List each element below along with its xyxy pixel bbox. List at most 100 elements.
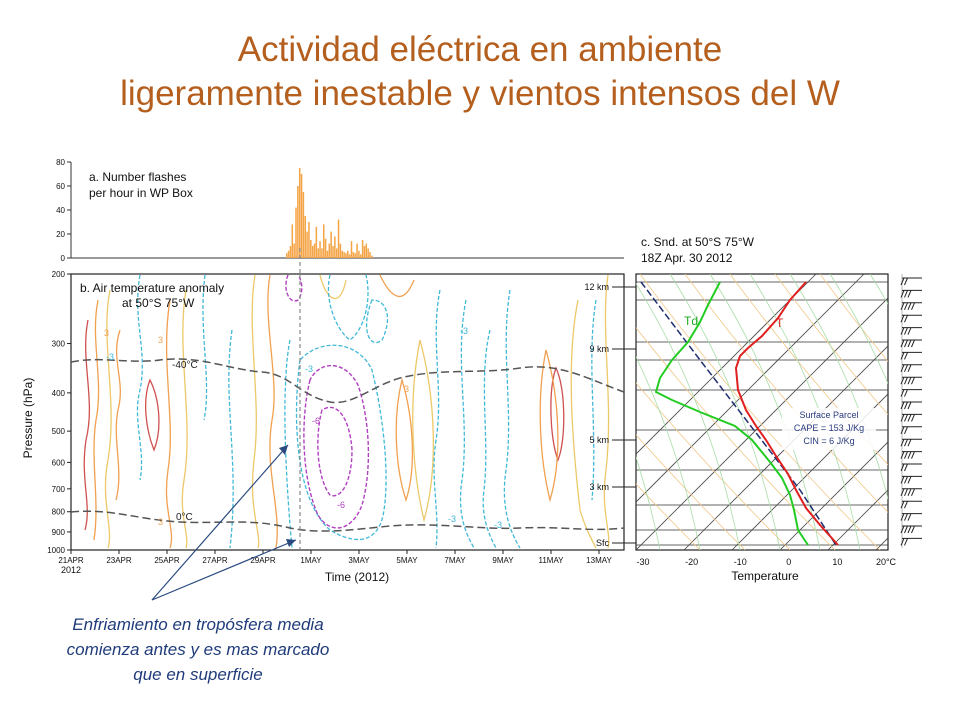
height-label: 12 km <box>584 282 609 292</box>
contour-yellow <box>570 299 597 549</box>
wind-barb-feather <box>907 302 912 310</box>
wind-barb-feather <box>907 339 912 348</box>
temperature-series-label: T <box>776 316 784 330</box>
panel-b-y-tick-label: 400 <box>52 389 66 398</box>
wind-barb-feather <box>900 501 905 509</box>
contour-label: -3 <box>460 326 468 336</box>
contour-cyan <box>295 344 387 541</box>
wind-barb-feather <box>911 525 915 534</box>
sounding-isotherm <box>636 274 817 455</box>
contour-cyan <box>202 274 208 421</box>
flash-bar <box>345 253 347 258</box>
panel-c-x-tick-label: 20°C <box>876 557 897 567</box>
annotation-line-2: comienza antes y es mas marcado <box>66 640 330 659</box>
wind-barb-feather <box>900 525 905 534</box>
panel-b-x-tick-label: 1MAY <box>300 556 322 565</box>
flash-bar <box>317 248 319 258</box>
wind-barb-feather <box>904 439 908 447</box>
panel-b-y-tick-label: 500 <box>52 427 66 436</box>
contour-cyan <box>284 339 293 549</box>
panel-b-x-tick-label: 11MAY <box>538 556 564 565</box>
panel-b-x-tick-label: 3MAY <box>348 556 370 565</box>
flash-bar <box>289 246 292 258</box>
panel-b-y-tick-label: 900 <box>52 528 66 537</box>
dry-adiabat <box>639 274 881 550</box>
annotation-arrow-mid-troposphere <box>151 444 289 601</box>
panel-b: b. Air temperature anomaly at 50°S 75°W … <box>21 248 636 584</box>
panel-a-title-line-1: a. Number flashes <box>89 170 186 184</box>
panel-c-x-ticks: -30 -20 -10 0 10 20°C <box>636 557 896 567</box>
wind-barb-feather <box>904 525 908 534</box>
parcel-info-box: Surface Parcel CAPE = 153 J/Kg CIN = 6 J… <box>782 408 876 450</box>
flash-bar <box>348 254 351 258</box>
flash-bar <box>350 241 353 258</box>
flash-bar <box>334 236 336 258</box>
wind-barb-feather <box>904 352 908 360</box>
contour-yellow <box>412 339 434 523</box>
panel-b-contours <box>71 274 624 550</box>
contour-label: 3 <box>404 384 409 394</box>
wind-barb-feather <box>904 414 908 422</box>
flash-bar <box>371 255 373 258</box>
panel-b-title-line-2: at 50°S 75°W <box>122 296 195 310</box>
wind-barb-feather <box>900 439 905 447</box>
wind-barb-feather <box>900 339 905 348</box>
sounding-isotherm <box>636 274 865 503</box>
temperature-profile <box>734 281 839 546</box>
moist-adiabat <box>789 274 888 500</box>
contour-cyan <box>482 329 497 549</box>
flash-bar <box>313 243 316 258</box>
wind-barb-feather <box>904 364 908 372</box>
contour-label: -6 <box>337 500 345 510</box>
panel-b-x-tick-label: 27APR <box>202 556 228 565</box>
moist-adiabat <box>636 282 741 550</box>
wind-barb-feather <box>900 538 905 546</box>
panel-a-y-tick-label: 20 <box>56 230 65 239</box>
isotherm-label-minus-40: -40°C <box>172 360 198 371</box>
contour-label: 3 <box>104 328 109 338</box>
height-label: 9 km <box>589 344 609 354</box>
flash-bar <box>360 254 362 258</box>
dewpoint-profile <box>654 281 809 546</box>
panel-c-x-tick-label: -30 <box>636 557 649 567</box>
wind-barb-feather <box>900 414 905 422</box>
flash-bar <box>337 219 340 258</box>
contour-orange <box>165 299 173 549</box>
wind-barb-feather <box>911 451 915 459</box>
parcel-info-background <box>782 408 876 450</box>
wind-barb-feather <box>907 364 912 372</box>
contour-magenta <box>285 274 303 302</box>
contour-red <box>145 378 160 452</box>
panel-c: c. Snd. at 50°S 75°W 18Z Apr. 30 2012 Td… <box>635 235 922 583</box>
wind-barb-feather <box>911 302 915 310</box>
parcel-info-line-1: Surface Parcel <box>799 410 858 420</box>
annotation-line-3: que en superficie <box>133 665 263 684</box>
sounding-isotherm <box>779 441 888 550</box>
dry-adiabat <box>819 274 888 362</box>
contour-magenta <box>317 406 353 497</box>
contour-orange <box>379 274 415 298</box>
wind-barb-feather <box>900 302 905 310</box>
contour-label: 3 <box>158 335 163 345</box>
panel-b-x-tick-label: 5MAY <box>396 556 418 565</box>
slide-title-line-2: ligeramente inestable y vientos intensos… <box>120 74 840 113</box>
panel-c-x-label: Temperature <box>731 569 799 583</box>
wind-barb-feather <box>900 352 905 360</box>
wind-barb-feather <box>904 302 908 310</box>
contour-yellow <box>104 289 112 549</box>
wind-barb-feather <box>904 426 908 434</box>
contour-cyan <box>433 289 441 549</box>
wind-barb-feather <box>900 513 905 521</box>
contour-yellow <box>319 274 347 300</box>
contour-orange <box>93 299 100 541</box>
wind-barb-feather <box>900 277 905 286</box>
flash-bar <box>341 250 343 258</box>
panel-b-y-tick-label: 200 <box>52 270 66 279</box>
moist-adiabat <box>749 274 861 550</box>
panel-b-x-tick-label: 13MAY <box>586 556 612 565</box>
flash-bar <box>335 248 338 258</box>
wind-barb-feather <box>900 315 905 323</box>
panel-b-x-tick-label: 25APR <box>154 556 180 565</box>
panel-b-title-line-1: b. Air temperature anomaly <box>80 281 224 295</box>
